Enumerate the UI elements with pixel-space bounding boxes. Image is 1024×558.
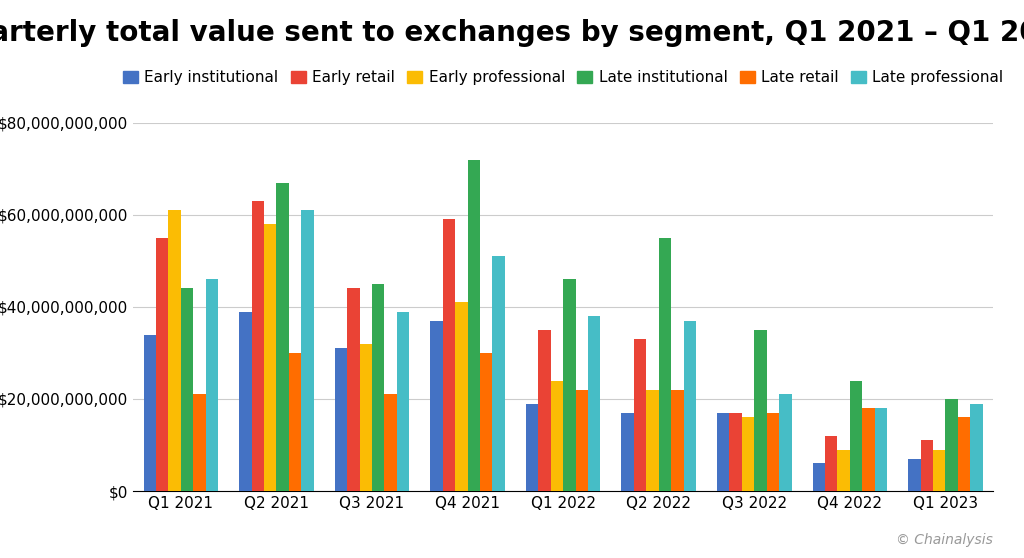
- Bar: [971, 403, 983, 491]
- Bar: [301, 210, 313, 491]
- Bar: [622, 413, 634, 491]
- Bar: [372, 284, 384, 491]
- Bar: [156, 238, 169, 491]
- Bar: [563, 279, 575, 491]
- Bar: [240, 311, 252, 491]
- Bar: [588, 316, 600, 491]
- Bar: [850, 381, 862, 491]
- Bar: [289, 353, 301, 491]
- Bar: [957, 417, 971, 491]
- Bar: [684, 321, 696, 491]
- Bar: [729, 413, 742, 491]
- Bar: [206, 279, 218, 491]
- Bar: [539, 330, 551, 491]
- Bar: [468, 160, 480, 491]
- Bar: [181, 288, 194, 491]
- Bar: [755, 330, 767, 491]
- Bar: [169, 210, 181, 491]
- Bar: [276, 182, 289, 491]
- Bar: [671, 389, 684, 491]
- Bar: [908, 459, 921, 491]
- Text: Quarterly total value sent to exchanges by segment, Q1 2021 – Q1 2023: Quarterly total value sent to exchanges …: [0, 20, 1024, 47]
- Legend: Early institutional, Early retail, Early professional, Late institutional, Late : Early institutional, Early retail, Early…: [117, 64, 1010, 92]
- Bar: [480, 353, 493, 491]
- Bar: [862, 408, 874, 491]
- Bar: [143, 335, 156, 491]
- Bar: [634, 339, 646, 491]
- Bar: [825, 436, 838, 491]
- Bar: [442, 219, 456, 491]
- Bar: [264, 224, 276, 491]
- Bar: [646, 389, 658, 491]
- Bar: [430, 321, 442, 491]
- Bar: [767, 413, 779, 491]
- Bar: [252, 201, 264, 491]
- Bar: [384, 395, 397, 491]
- Bar: [658, 238, 671, 491]
- Bar: [456, 302, 468, 491]
- Bar: [493, 256, 505, 491]
- Bar: [779, 395, 792, 491]
- Bar: [347, 288, 359, 491]
- Bar: [742, 417, 755, 491]
- Bar: [921, 440, 933, 491]
- Bar: [717, 413, 729, 491]
- Bar: [551, 381, 563, 491]
- Bar: [397, 311, 410, 491]
- Bar: [359, 344, 372, 491]
- Bar: [945, 399, 957, 491]
- Bar: [335, 348, 347, 491]
- Bar: [874, 408, 887, 491]
- Bar: [838, 450, 850, 491]
- Bar: [526, 403, 539, 491]
- Text: © Chainalysis: © Chainalysis: [896, 533, 993, 547]
- Bar: [194, 395, 206, 491]
- Bar: [933, 450, 945, 491]
- Bar: [575, 389, 588, 491]
- Bar: [813, 463, 825, 491]
